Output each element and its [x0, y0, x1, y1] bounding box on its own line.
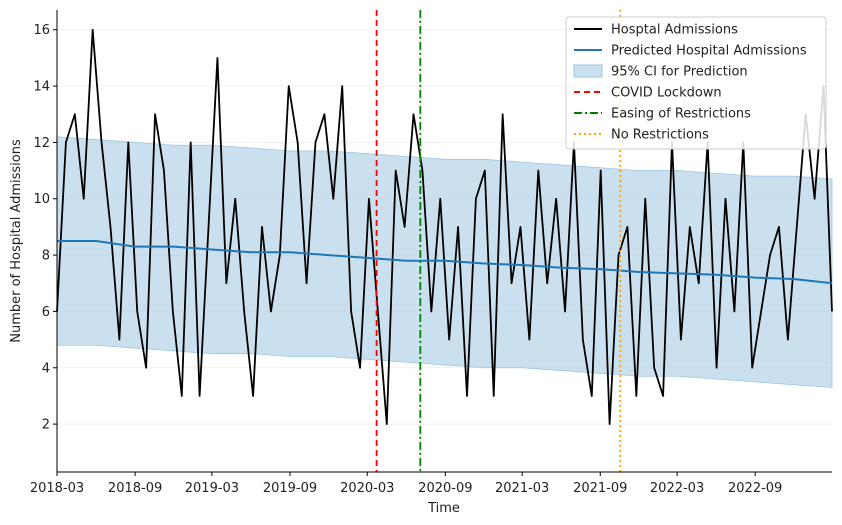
legend: Hosptal Admissions Predicted Hospital Adm… [565, 16, 827, 150]
series-lines [56, 28, 833, 426]
legend-label-4: Easing of Restrictions [611, 107, 751, 122]
x-tick-label-7: 2021-09 [573, 481, 627, 496]
y-tick-label-10: 10 [33, 192, 50, 207]
y-tick-label-6: 6 [42, 305, 50, 320]
y-tick-label-8: 8 [42, 249, 50, 264]
x-tick-label-5: 2020-09 [418, 481, 472, 496]
legend-label-1: Predicted Hospital Admissions [611, 44, 807, 59]
x-tick-label-9: 2022-09 [728, 481, 782, 496]
y-tick-label-16: 16 [33, 23, 50, 38]
x-tick-label-1: 2018-09 [108, 481, 162, 496]
x-tick-label-2: 2019-03 [185, 481, 239, 496]
y-tick-label-14: 14 [33, 80, 50, 95]
x-tick-label-3: 2019-09 [263, 481, 317, 496]
y-tick-label-4: 4 [42, 361, 50, 376]
x-axis-title: Time [427, 501, 460, 516]
y-tick-label-2: 2 [42, 418, 50, 433]
legend-label-3: COVID Lockdown [611, 86, 722, 101]
legend-swatch-2 [573, 64, 603, 78]
series-line-0 [56, 28, 833, 426]
legend-label-2: 95% CI for Prediction [611, 65, 748, 80]
legend-label-0: Hosptal Admissions [611, 23, 738, 38]
y-axis-title: Number of Hospital Admissions [9, 139, 24, 343]
legend-label-5: No Restrictions [611, 128, 709, 143]
x-tick-label-8: 2022-03 [650, 481, 704, 496]
x-tick-label-6: 2021-03 [495, 481, 549, 496]
legend-box [565, 16, 827, 150]
x-tick-label-0: 2018-03 [30, 481, 84, 496]
tick-labels: 2 4 6 8 10 12 14 16 2018-03 2018-09 2019-03 2019-09… [30, 23, 783, 496]
axes [56, 10, 832, 473]
x-tick-label-4: 2020-03 [340, 481, 394, 496]
y-tick-label-12: 12 [33, 136, 50, 151]
series-line-1 [57, 240, 833, 285]
